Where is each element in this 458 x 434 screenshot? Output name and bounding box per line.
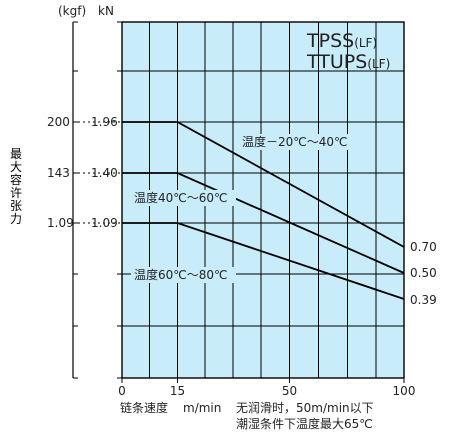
series-label: 温度－20℃～40℃ xyxy=(242,134,348,149)
y-unit-kgf: (kgf) xyxy=(58,4,86,18)
x-tick-label: 15 xyxy=(170,384,185,398)
chart-title-line-2: TTUPS(LF) xyxy=(307,51,390,73)
series-end-label: 0.50 xyxy=(410,266,437,280)
x-tick-label: 0 xyxy=(118,384,126,398)
series-line xyxy=(122,121,405,248)
y-axis-label: 最大容许张力 xyxy=(10,147,23,226)
chart-title-line-1: TPSS(LF) xyxy=(307,30,377,52)
series-label: 温度40℃～60℃ xyxy=(134,190,228,205)
series-end-label: 0.70 xyxy=(410,240,437,254)
y-tick-kn-label: 1.09 xyxy=(91,216,118,230)
series-end-label: 0.39 xyxy=(410,293,437,307)
series-line xyxy=(122,172,405,274)
chart-title-main-1: TPSS xyxy=(307,30,355,52)
note-line-1: 无润滑时，50m/min以下 xyxy=(236,401,374,415)
note-line-2: 潮湿条件下温度最大65℃ xyxy=(236,416,373,431)
series-label-background xyxy=(131,190,236,206)
y-tick-kn-label: 1.96 xyxy=(91,115,118,129)
y-tick-kgf-label: 200 xyxy=(47,115,70,129)
series-line xyxy=(122,222,405,300)
x-tick-label: 50 xyxy=(282,384,297,398)
y-tick-kn-label: 1.40 xyxy=(91,166,118,180)
chart-title-suffix-2: (LF) xyxy=(367,57,391,71)
x-axis-unit: m/min xyxy=(183,401,221,415)
y-tick-kgf-label: 143 xyxy=(47,166,70,180)
y-tick-kgf-label: 1.09 xyxy=(47,216,74,230)
y-unit-kn: kN xyxy=(98,4,114,18)
x-axis-label: 链条速度 xyxy=(120,400,168,415)
series-label: 温度60℃～80℃ xyxy=(134,267,228,282)
x-tick-label: 100 xyxy=(393,384,416,398)
chart-title-main-2: TTUPS xyxy=(307,51,368,73)
series-label-background xyxy=(239,134,355,150)
series-label-background xyxy=(131,267,236,283)
chart-title-suffix-1: (LF) xyxy=(354,36,378,50)
